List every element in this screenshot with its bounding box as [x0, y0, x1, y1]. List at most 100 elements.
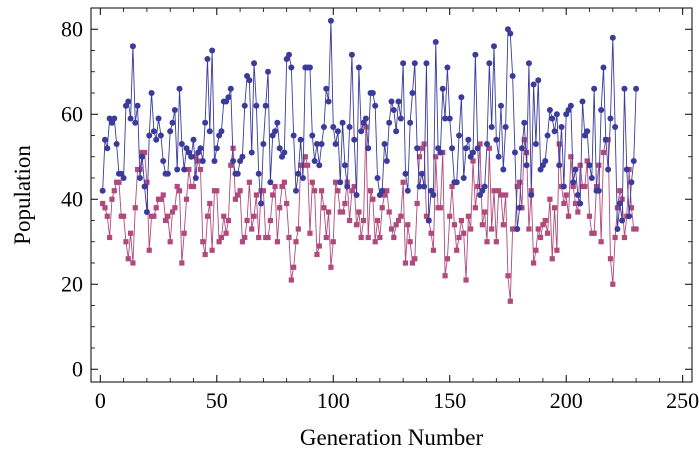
data-point-square: [302, 154, 308, 160]
data-point-square: [482, 209, 488, 215]
data-point-square: [214, 188, 220, 194]
data-point-circle: [202, 119, 209, 126]
data-point-circle: [297, 136, 304, 143]
data-point-square: [377, 234, 383, 241]
data-point-circle: [456, 132, 463, 139]
data-point-square: [270, 192, 276, 198]
data-point-circle: [104, 145, 111, 152]
plot-frame: [90, 7, 693, 383]
y-tick-label: 80: [61, 16, 83, 41]
data-point-square: [367, 188, 374, 194]
data-point-circle: [258, 200, 265, 207]
data-point-circle: [514, 226, 521, 232]
data-point-circle: [474, 145, 481, 152]
data-point-circle: [167, 128, 174, 135]
data-point-square: [216, 239, 222, 245]
data-point-square: [454, 247, 460, 253]
data-point-square: [277, 205, 283, 211]
data-point-circle: [206, 128, 213, 135]
data-point-circle: [120, 175, 127, 181]
data-point-circle: [626, 213, 633, 220]
data-point-circle: [239, 153, 246, 160]
data-point-circle: [218, 128, 225, 135]
data-point-square: [209, 247, 215, 253]
data-point-circle: [535, 77, 542, 84]
data-point-circle: [481, 183, 488, 190]
data-point-square: [286, 234, 292, 241]
data-point-square: [381, 192, 388, 198]
data-point-square: [456, 234, 462, 241]
data-point-circle: [213, 145, 220, 152]
data-point-square: [319, 188, 325, 194]
data-point-square: [174, 183, 180, 190]
data-point-square: [279, 183, 285, 190]
data-point-circle: [602, 136, 609, 143]
data-point-square: [577, 162, 583, 168]
data-point-square: [312, 188, 318, 194]
data-point-square: [162, 217, 169, 224]
data-point-square: [167, 239, 173, 245]
data-point-square: [374, 217, 381, 224]
data-point-circle: [528, 192, 535, 198]
data-point-square: [328, 264, 334, 270]
data-point-square: [430, 247, 437, 253]
data-point-circle: [353, 192, 360, 198]
data-point-square: [111, 188, 117, 194]
data-point-square: [339, 209, 346, 215]
data-point-circle: [209, 47, 216, 54]
data-point-square: [102, 205, 108, 211]
x-tick-label: 250: [666, 388, 699, 413]
data-point-square: [128, 230, 134, 236]
data-point-square: [409, 260, 416, 266]
data-point-circle: [416, 183, 423, 190]
data-point-square: [176, 188, 183, 194]
data-point-square: [617, 188, 623, 194]
data-point-circle: [612, 124, 619, 130]
data-point-square: [307, 230, 313, 236]
data-point-square: [447, 213, 453, 219]
x-tick-label: 0: [95, 388, 106, 413]
data-point-circle: [425, 217, 432, 224]
data-point-square: [316, 243, 322, 249]
data-point-circle: [570, 179, 577, 186]
data-point-square: [251, 213, 257, 219]
data-point-circle: [316, 162, 323, 169]
data-point-square: [600, 149, 607, 156]
data-point-square: [239, 239, 246, 245]
data-point-square: [356, 209, 362, 215]
data-point-circle: [169, 119, 176, 126]
data-point-square: [596, 162, 602, 168]
data-point-circle: [248, 149, 255, 156]
data-point-square: [633, 226, 639, 232]
data-point-circle: [544, 132, 551, 139]
data-point-circle: [362, 115, 369, 122]
data-point-circle: [181, 166, 188, 173]
data-point-circle: [449, 145, 456, 152]
data-point-square: [309, 179, 315, 185]
data-point-circle: [230, 158, 237, 164]
data-point-circle: [197, 145, 204, 152]
data-point-square: [568, 154, 574, 160]
data-point-square: [547, 196, 553, 202]
data-point-square: [598, 239, 604, 245]
data-point-circle: [288, 64, 295, 71]
data-point-square: [372, 239, 378, 245]
data-point-circle: [390, 107, 397, 113]
data-point-square: [121, 213, 127, 219]
data-point-square: [223, 230, 229, 236]
data-point-circle: [598, 107, 605, 113]
data-point-square: [284, 200, 290, 207]
data-point-square: [530, 260, 537, 266]
data-point-square: [267, 217, 273, 224]
data-point-circle: [633, 85, 640, 92]
data-point-square: [554, 247, 560, 253]
data-point-circle: [607, 115, 614, 122]
data-point-square: [237, 188, 243, 194]
data-point-square: [584, 158, 590, 164]
data-point-square: [265, 234, 271, 241]
data-point-circle: [442, 115, 449, 122]
data-point-circle: [174, 166, 181, 173]
data-point-square: [172, 205, 178, 211]
data-point-circle: [444, 64, 451, 71]
